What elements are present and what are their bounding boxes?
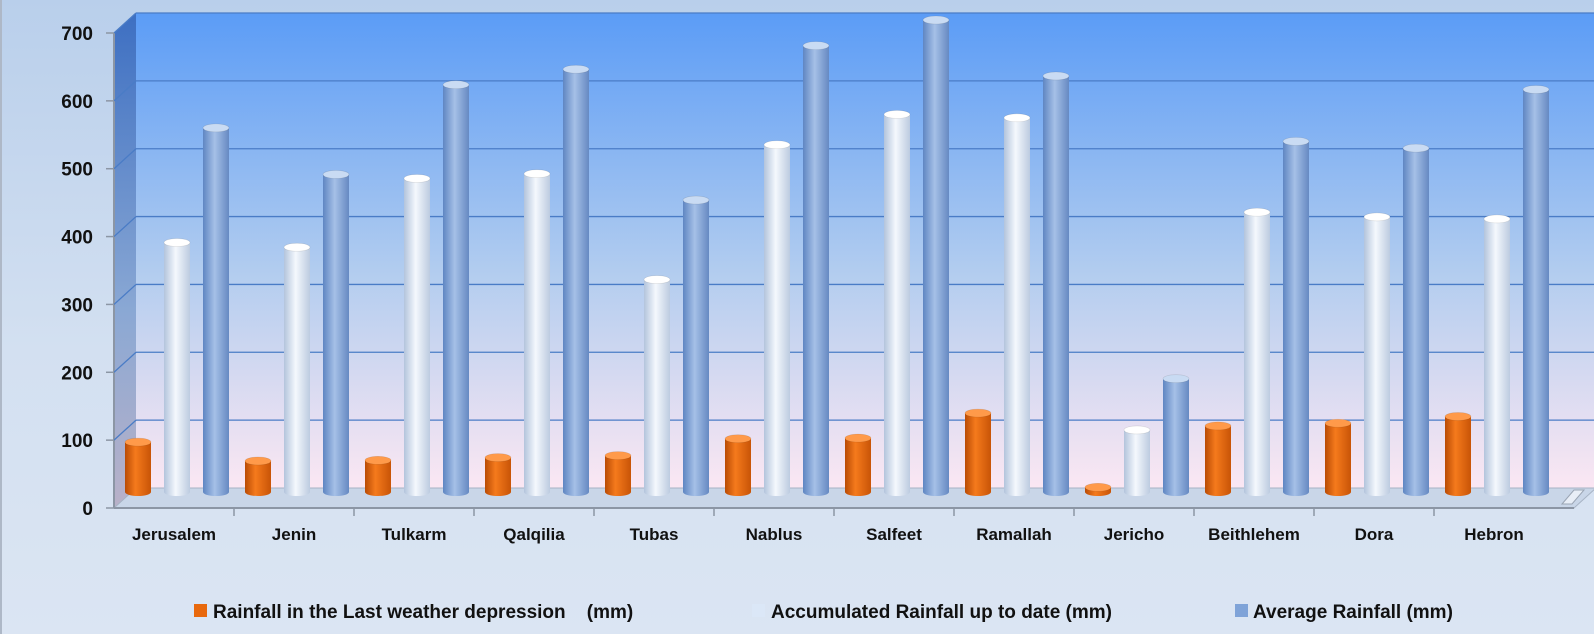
gridline-side xyxy=(113,80,137,102)
bar xyxy=(1204,421,1232,496)
x-tick-label: Ramallah xyxy=(976,525,1052,544)
legend-label-accumulated: Accumulated Rainfall up to date (mm) xyxy=(771,602,1112,623)
bar xyxy=(442,80,470,496)
gridline-side xyxy=(113,148,137,170)
y-tick-label: 400 xyxy=(61,228,93,249)
x-tick-label: Dora xyxy=(1355,525,1394,544)
bar xyxy=(484,453,512,496)
bar xyxy=(124,437,152,496)
legend-item-accumulated: Accumulated Rainfall up to date (mm) xyxy=(752,602,1112,623)
legend-swatch-accumulated xyxy=(752,604,765,617)
bar xyxy=(523,169,551,497)
x-tick-label: Beithlehem xyxy=(1208,525,1300,544)
legend-item-last-depression: Rainfall in the Last weather depression … xyxy=(194,602,633,623)
legend-swatch-last-depression xyxy=(194,604,207,617)
bar xyxy=(283,242,311,496)
bar xyxy=(562,64,590,497)
y-tick-label: 200 xyxy=(61,363,93,384)
y-axis-ticks: 0 100 200 300 400 500 600 700 xyxy=(61,24,114,520)
bar xyxy=(163,238,191,496)
bar xyxy=(1042,71,1070,497)
bars xyxy=(124,15,1550,497)
bar xyxy=(244,456,272,496)
y-tick-label: 500 xyxy=(61,160,93,181)
back-wall xyxy=(136,13,1594,488)
x-tick-label: Salfeet xyxy=(866,525,922,544)
bar xyxy=(403,174,431,496)
x-tick-label: Hebron xyxy=(1464,525,1524,544)
gridline-side xyxy=(113,216,137,238)
bar xyxy=(322,170,350,496)
x-tick-label: Jenin xyxy=(272,525,316,544)
bar xyxy=(922,15,950,496)
bar xyxy=(844,433,872,496)
x-tick-label: Tubas xyxy=(630,525,679,544)
bar xyxy=(682,195,710,496)
side-wall xyxy=(114,13,136,508)
y-tick-label: 600 xyxy=(61,92,93,113)
legend: Rainfall in the Last weather depression … xyxy=(194,602,1453,623)
y-tick-label: 300 xyxy=(61,295,93,316)
bar xyxy=(883,110,911,497)
bar xyxy=(1123,425,1151,496)
legend-item-average: Average Rainfall (mm) xyxy=(1235,602,1453,623)
bar xyxy=(1084,482,1112,496)
x-tick-label: Qalqilia xyxy=(503,525,565,544)
legend-label-average: Average Rainfall (mm) xyxy=(1253,602,1453,623)
bar xyxy=(964,408,992,496)
bar xyxy=(1363,212,1391,497)
bar xyxy=(1282,137,1310,496)
bar xyxy=(1162,374,1190,496)
x-tick-label: Jerusalem xyxy=(132,525,216,544)
y-tick-label: 700 xyxy=(61,24,93,45)
bar xyxy=(802,41,830,496)
axis-corner xyxy=(1560,489,1586,505)
bar xyxy=(1243,207,1271,496)
bar xyxy=(1483,214,1511,496)
bar xyxy=(1402,143,1430,496)
y-tick-label: 0 xyxy=(82,499,93,520)
gridlines xyxy=(113,12,1594,441)
legend-swatch-average xyxy=(1235,604,1248,617)
y-tick-label: 100 xyxy=(61,431,93,452)
gridline-side xyxy=(113,351,137,373)
bar xyxy=(364,456,392,496)
bar xyxy=(724,434,752,496)
bar xyxy=(1324,418,1352,496)
legend-label-last-depression: Rainfall in the Last weather depression … xyxy=(213,602,633,623)
x-tick-label: Tulkarm xyxy=(382,525,447,544)
bar xyxy=(1003,113,1031,497)
gridline-side xyxy=(113,283,137,305)
bar xyxy=(763,140,791,496)
bar xyxy=(1522,85,1550,497)
bar xyxy=(202,123,230,496)
gridline-side xyxy=(113,12,137,34)
x-axis-ticks: Jerusalem Jenin Tulkarm Qalqilia Tubas Nablus… xyxy=(132,508,1524,544)
bar xyxy=(643,275,671,496)
x-tick-label: Jericho xyxy=(1104,525,1164,544)
x-tick-label: Nablus xyxy=(746,525,803,544)
bar xyxy=(604,451,632,496)
gridline-side xyxy=(113,419,137,441)
bar xyxy=(1444,412,1472,496)
